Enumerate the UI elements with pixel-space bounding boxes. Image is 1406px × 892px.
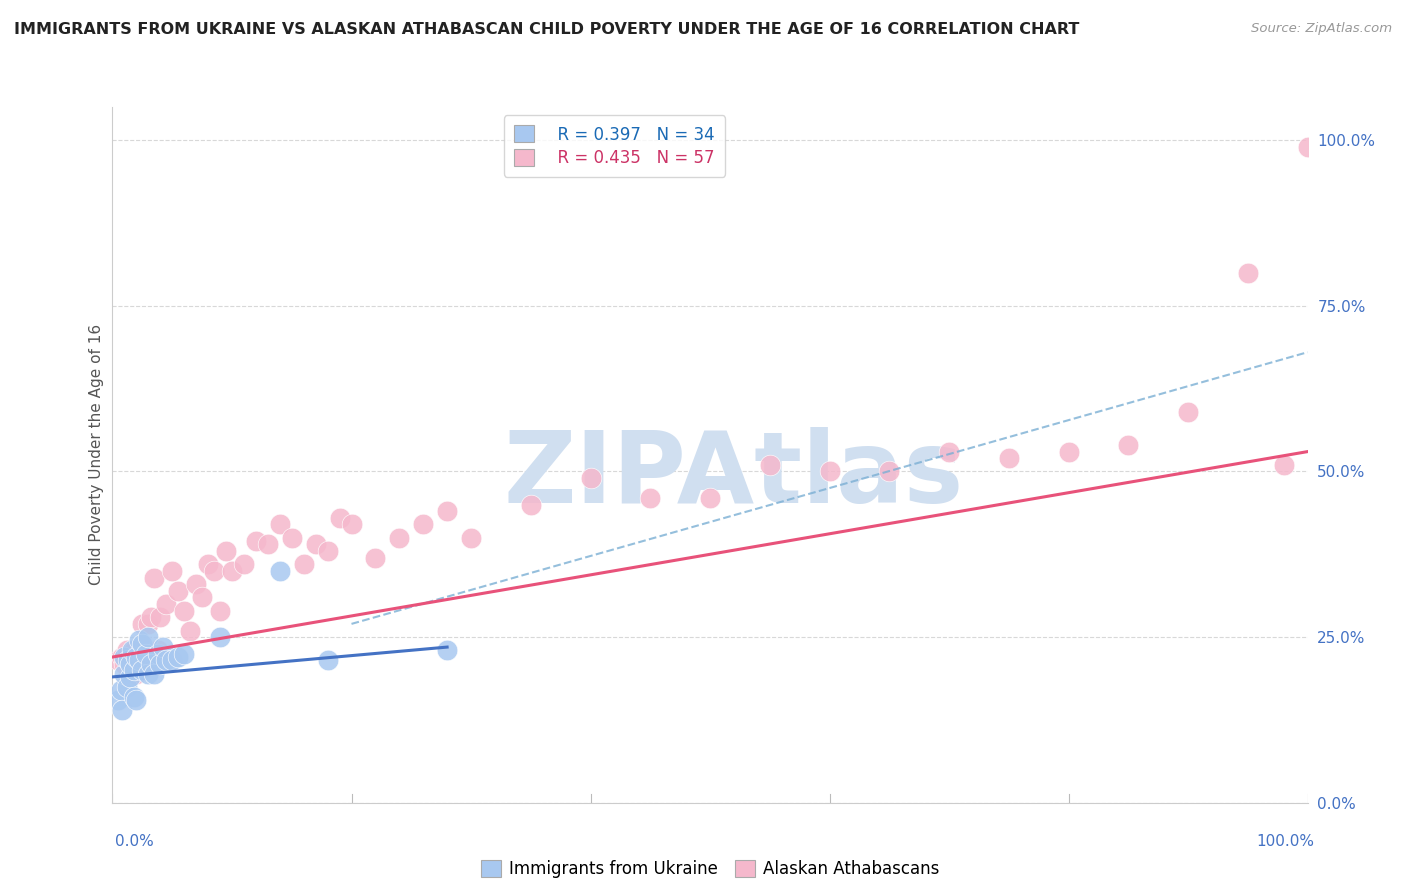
Point xyxy=(135,647,157,661)
Point xyxy=(191,591,214,605)
Point xyxy=(173,604,195,618)
Point xyxy=(107,693,129,707)
Point xyxy=(699,491,721,505)
Point xyxy=(114,666,135,681)
Point xyxy=(125,650,148,665)
Point xyxy=(146,643,169,657)
Point xyxy=(138,666,160,681)
Point xyxy=(1296,140,1319,154)
Point xyxy=(152,640,174,654)
Point xyxy=(131,663,153,677)
Point xyxy=(197,558,219,572)
Point xyxy=(115,680,138,694)
Point xyxy=(579,471,602,485)
Point xyxy=(122,690,145,704)
Text: IMMIGRANTS FROM UKRAINE VS ALASKAN ATHABASCAN CHILD POVERTY UNDER THE AGE OF 16 : IMMIGRANTS FROM UKRAINE VS ALASKAN ATHAB… xyxy=(14,22,1080,37)
Point xyxy=(143,570,166,584)
Point xyxy=(149,610,172,624)
Point xyxy=(121,643,143,657)
Point xyxy=(128,633,150,648)
Point xyxy=(938,444,960,458)
Point xyxy=(520,498,543,512)
Y-axis label: Child Poverty Under the Age of 16: Child Poverty Under the Age of 16 xyxy=(89,325,104,585)
Point xyxy=(1116,438,1139,452)
Point xyxy=(292,558,315,572)
Point xyxy=(139,657,162,671)
Point xyxy=(155,597,177,611)
Point xyxy=(460,531,482,545)
Point xyxy=(149,657,172,671)
Point xyxy=(364,550,387,565)
Point xyxy=(269,564,291,578)
Text: 100.0%: 100.0% xyxy=(1257,834,1315,849)
Point xyxy=(257,537,280,551)
Point xyxy=(1057,444,1080,458)
Point xyxy=(162,653,183,667)
Point xyxy=(269,517,291,532)
Text: ZIPAtlas: ZIPAtlas xyxy=(503,427,965,524)
Point xyxy=(281,531,304,545)
Point xyxy=(638,491,662,505)
Point xyxy=(179,624,201,638)
Point xyxy=(167,583,190,598)
Point xyxy=(186,577,208,591)
Point xyxy=(120,657,142,671)
Point xyxy=(208,630,231,644)
Point xyxy=(138,616,160,631)
Point xyxy=(304,537,326,551)
Point xyxy=(155,653,177,667)
Point xyxy=(877,465,900,479)
Point xyxy=(138,630,160,644)
Point xyxy=(122,663,145,677)
Point xyxy=(232,558,256,572)
Point xyxy=(125,666,148,681)
Point xyxy=(208,604,231,618)
Point xyxy=(114,650,135,665)
Point xyxy=(139,610,162,624)
Point xyxy=(146,647,169,661)
Point xyxy=(412,517,434,532)
Point xyxy=(115,643,138,657)
Point xyxy=(117,653,139,667)
Point xyxy=(143,666,166,681)
Point xyxy=(173,647,195,661)
Point xyxy=(202,564,225,578)
Point xyxy=(110,683,132,698)
Text: Source: ZipAtlas.com: Source: ZipAtlas.com xyxy=(1251,22,1392,36)
Point xyxy=(122,643,145,657)
Point xyxy=(818,465,841,479)
Point xyxy=(111,650,134,665)
Point xyxy=(388,531,411,545)
Point xyxy=(135,660,157,674)
Point xyxy=(998,451,1021,466)
Point xyxy=(125,693,148,707)
Point xyxy=(1272,458,1295,472)
Legend: Immigrants from Ukraine, Alaskan Athabascans: Immigrants from Ukraine, Alaskan Athabas… xyxy=(474,854,946,885)
Point xyxy=(436,504,458,518)
Point xyxy=(221,564,243,578)
Text: 0.0%: 0.0% xyxy=(115,834,155,849)
Point xyxy=(107,653,129,667)
Point xyxy=(131,616,153,631)
Point xyxy=(436,643,458,657)
Point xyxy=(316,544,339,558)
Point xyxy=(128,660,150,674)
Point xyxy=(1237,266,1260,280)
Point xyxy=(128,653,150,667)
Point xyxy=(316,653,339,667)
Point xyxy=(131,637,153,651)
Point xyxy=(245,534,267,549)
Point xyxy=(759,458,782,472)
Point xyxy=(162,564,183,578)
Point xyxy=(120,670,142,684)
Point xyxy=(340,517,363,532)
Point xyxy=(111,703,134,717)
Point xyxy=(328,511,352,525)
Point xyxy=(215,544,238,558)
Point xyxy=(1177,405,1199,419)
Point xyxy=(114,657,135,671)
Point xyxy=(120,653,142,667)
Point xyxy=(167,650,190,665)
